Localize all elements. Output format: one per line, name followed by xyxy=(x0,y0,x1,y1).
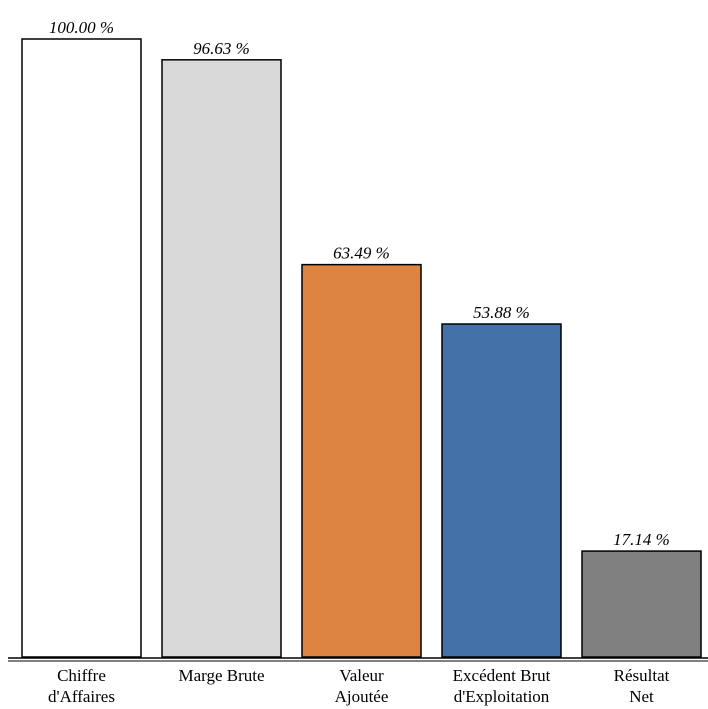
category-label-3-line-0: Excédent Brut xyxy=(453,666,551,685)
category-labels-layer: Chiffre d'Affaires Marge Brute Valeur Ajouté… xyxy=(48,666,670,706)
data-label-4: 17.14 % xyxy=(613,530,670,549)
bar-4 xyxy=(581,550,702,658)
category-label-4: Résultat Net xyxy=(614,666,670,706)
category-label-0-line-1: d'Affaires xyxy=(48,687,115,706)
data-label-1: 96.63 % xyxy=(193,39,250,58)
category-label-1: Marge Brute xyxy=(178,666,264,685)
data-label-0: 100.00 % xyxy=(49,18,114,37)
bar-0 xyxy=(21,38,142,658)
bars-layer xyxy=(21,38,702,658)
bar-1 xyxy=(161,59,282,658)
category-label-0-line-0: Chiffre xyxy=(57,666,106,685)
category-label-2: Valeur Ajoutée xyxy=(335,666,389,706)
bar-2 xyxy=(301,263,422,658)
category-label-0: Chiffre d'Affaires xyxy=(48,666,115,706)
category-label-3: Excédent Brut d'Exploitation xyxy=(453,666,551,706)
bar-3 xyxy=(441,323,562,658)
category-label-2-line-1: Ajoutée xyxy=(335,687,389,706)
category-label-4-line-0: Résultat xyxy=(614,666,670,685)
category-label-4-line-1: Net xyxy=(629,687,654,706)
x-axis xyxy=(8,657,708,662)
data-label-2: 63.49 % xyxy=(333,244,390,263)
value-labels-layer: 100.00 % 96.63 % 63.49 % 53.88 % 17.14 % xyxy=(49,18,670,549)
category-label-3-line-1: d'Exploitation xyxy=(454,687,550,706)
category-label-2-line-0: Valeur xyxy=(339,666,384,685)
data-label-3: 53.88 % xyxy=(473,303,530,322)
category-label-1-line-0: Marge Brute xyxy=(178,666,264,685)
